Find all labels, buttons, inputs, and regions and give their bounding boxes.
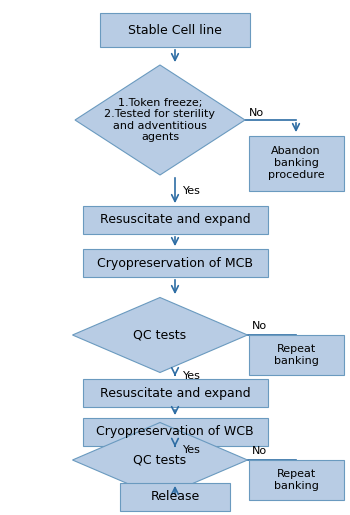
Text: Release: Release bbox=[150, 490, 200, 504]
Text: Stable Cell line: Stable Cell line bbox=[128, 24, 222, 37]
Polygon shape bbox=[75, 65, 245, 175]
Text: Resuscitate and expand: Resuscitate and expand bbox=[100, 214, 250, 227]
FancyBboxPatch shape bbox=[83, 206, 267, 234]
FancyBboxPatch shape bbox=[83, 418, 267, 446]
Text: Yes: Yes bbox=[183, 445, 201, 455]
Text: Repeat
banking: Repeat banking bbox=[274, 469, 318, 491]
FancyBboxPatch shape bbox=[248, 335, 343, 375]
Text: No: No bbox=[252, 446, 267, 456]
Text: 1.Token freeze;
2.Tested for sterility
and adventitious
agents: 1.Token freeze; 2.Tested for sterility a… bbox=[105, 98, 216, 143]
FancyBboxPatch shape bbox=[120, 483, 230, 511]
FancyBboxPatch shape bbox=[83, 379, 267, 407]
Text: Cryopreservation of MCB: Cryopreservation of MCB bbox=[97, 256, 253, 269]
FancyBboxPatch shape bbox=[248, 135, 343, 191]
Text: Yes: Yes bbox=[183, 186, 201, 196]
FancyBboxPatch shape bbox=[83, 249, 267, 277]
Text: No: No bbox=[249, 108, 264, 118]
Text: No: No bbox=[252, 321, 267, 331]
Text: Resuscitate and expand: Resuscitate and expand bbox=[100, 386, 250, 400]
Text: Yes: Yes bbox=[183, 371, 201, 381]
Polygon shape bbox=[72, 298, 247, 372]
Text: Abandon
banking
procedure: Abandon banking procedure bbox=[268, 146, 324, 180]
Polygon shape bbox=[72, 422, 247, 497]
Text: Cryopreservation of WCB: Cryopreservation of WCB bbox=[96, 425, 254, 438]
Text: QC tests: QC tests bbox=[133, 454, 187, 467]
FancyBboxPatch shape bbox=[248, 460, 343, 500]
Text: QC tests: QC tests bbox=[133, 329, 187, 341]
FancyBboxPatch shape bbox=[100, 13, 250, 47]
Text: Repeat
banking: Repeat banking bbox=[274, 344, 318, 366]
